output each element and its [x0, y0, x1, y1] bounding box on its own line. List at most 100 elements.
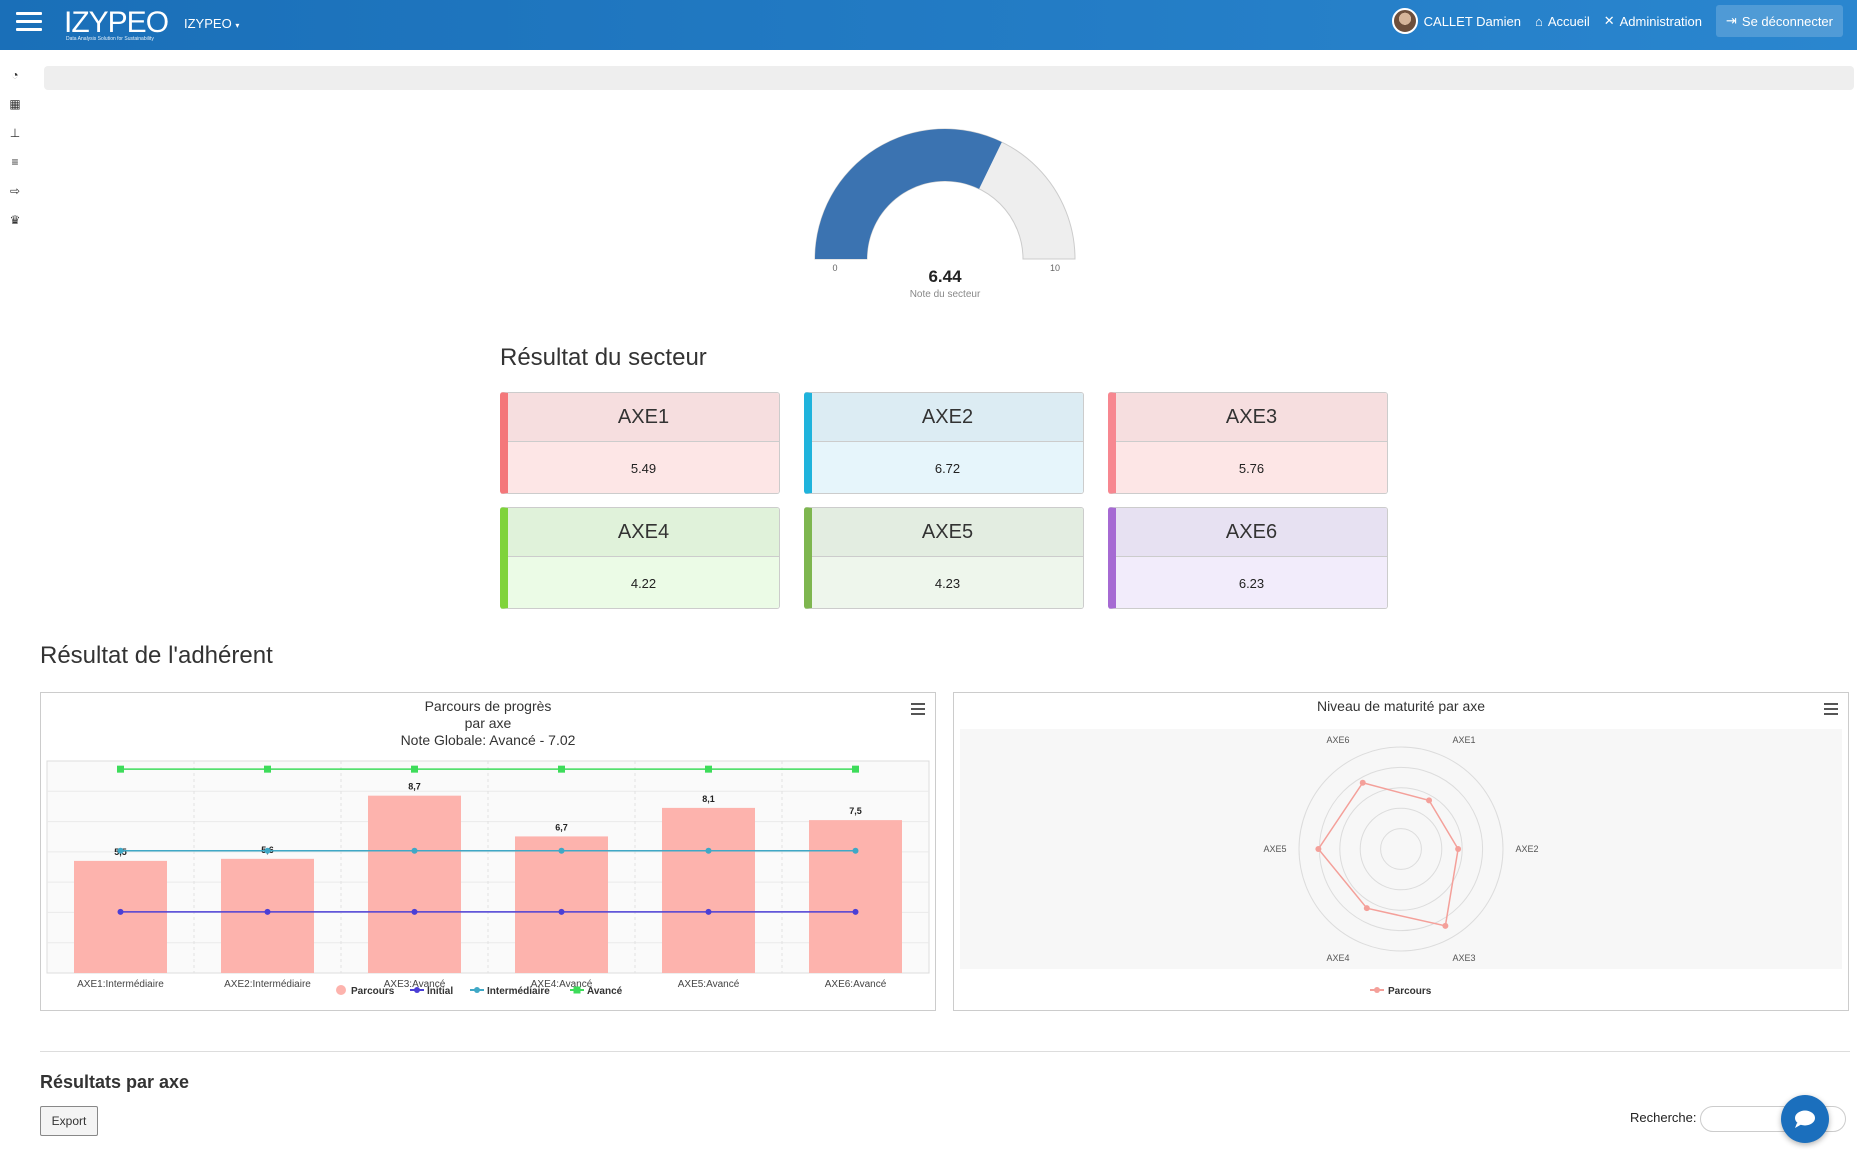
x-tick-label: AXE5:Avancé: [678, 979, 740, 990]
x-tick-label: AXE6:Avancé: [825, 979, 887, 990]
sidebar: ◔ ▦ ⊥ ≡ ⇨ ♛: [8, 68, 24, 242]
axe-card-title: AXE6: [1116, 508, 1387, 557]
chart-title: Niveau de maturité par axe: [1317, 698, 1485, 714]
legend-symbol: [336, 985, 346, 995]
series-point: [559, 909, 565, 915]
export-button[interactable]: Export: [40, 1106, 98, 1136]
legend-symbol: [574, 987, 581, 994]
results-title: Résultats par axe: [40, 1072, 189, 1093]
hamburger-menu-icon[interactable]: [16, 12, 42, 34]
bar: [515, 836, 608, 973]
axe-card-title: AXE1: [508, 393, 779, 442]
data-label: 8,1: [702, 794, 715, 804]
chart-subtitle: par axe: [465, 715, 512, 731]
logout-button[interactable]: ⇥ Se déconnecter: [1716, 5, 1843, 37]
export-icon[interactable]: ⇨: [8, 184, 22, 198]
legend-label: Parcours: [351, 986, 395, 997]
series-point: [117, 766, 124, 773]
user-profile-link[interactable]: CALLET Damien: [1392, 8, 1521, 34]
chart-legend: Parcours: [1370, 986, 1432, 997]
legend-symbol: [474, 987, 480, 993]
axe-card: AXE4 4.22: [500, 507, 780, 609]
home-link[interactable]: ⌂ Accueil: [1535, 14, 1590, 29]
axe-card-title: AXE5: [812, 508, 1083, 557]
list-icon[interactable]: ≡: [8, 155, 22, 169]
radar-axis-label: AXE4: [1326, 953, 1349, 963]
trophy-icon[interactable]: ♛: [8, 213, 22, 227]
axe-card: AXE6 6.23: [1108, 507, 1388, 609]
gauge-max-label: 10: [1050, 263, 1060, 273]
axe-card-value: 5.76: [1116, 442, 1387, 494]
member-title: Résultat de l'adhérent: [40, 642, 273, 670]
axe-card-title: AXE4: [508, 508, 779, 557]
brand-dropdown-label: IZYPEO: [184, 16, 232, 31]
chat-bubble-icon: [1794, 1109, 1816, 1129]
chart-menu-icon[interactable]: [1824, 703, 1838, 718]
top-navbar: IZYPEO Data Analysis Solution for Sustai…: [0, 0, 1857, 50]
data-label: 8,7: [408, 782, 421, 792]
chart-subtitle: Note Globale: Avancé - 7.02: [401, 732, 576, 748]
axe-card: AXE2 6.72: [804, 392, 1084, 494]
radar-point: [1442, 923, 1448, 929]
axe-card-title: AXE3: [1116, 393, 1387, 442]
series-point: [118, 848, 124, 854]
maturity-chart-svg: Niveau de maturité par axe AXE1 AXE2 AXE3 A…: [954, 693, 1848, 1010]
series-point: [412, 848, 418, 854]
plot-area: AXE1 AXE2 AXE3 AXE4 AXE5 AXE6: [960, 729, 1842, 969]
sector-title: Résultat du secteur: [500, 344, 707, 372]
series-point: [706, 909, 712, 915]
logo[interactable]: IZYPEO Data Analysis Solution for Sustai…: [64, 6, 168, 40]
axe-card: AXE5 4.23: [804, 507, 1084, 609]
radar-point: [1360, 780, 1366, 786]
radar-axis-label: AXE6: [1326, 735, 1349, 745]
chat-button[interactable]: [1781, 1095, 1829, 1143]
bar: [809, 820, 902, 973]
avatar: [1392, 8, 1418, 34]
bar: [368, 796, 461, 973]
home-link-label: Accueil: [1548, 14, 1590, 29]
axe-card-title: AXE2: [812, 393, 1083, 442]
radar-axis-label: AXE2: [1515, 844, 1538, 854]
axe-card: AXE1 5.49: [500, 392, 780, 494]
brand-dropdown[interactable]: IZYPEO ▾: [184, 16, 239, 31]
administration-link-label: Administration: [1620, 14, 1702, 29]
x-tick-label: AXE2:Intermédiaire: [224, 979, 311, 990]
x-tick-label: AXE1:Intermédiaire: [77, 979, 164, 990]
tools-icon: ✕: [1604, 13, 1615, 29]
search-label: Recherche:: [1630, 1110, 1696, 1125]
series-point: [265, 909, 271, 915]
progress-chart: Parcours de progrès par axe Note Globale…: [40, 692, 936, 1011]
radar-axis-label: AXE3: [1452, 953, 1475, 963]
legend-symbol: [414, 987, 420, 993]
plot-background: [960, 729, 1842, 969]
chart-title: Parcours de progrès: [425, 698, 552, 714]
series-point: [706, 848, 712, 854]
sitemap-icon[interactable]: ⊥: [8, 126, 22, 140]
legend-symbol: [1374, 987, 1380, 993]
bar: [662, 808, 755, 973]
divider: [40, 1051, 1850, 1052]
axe-card-value: 4.23: [812, 557, 1083, 609]
radar-point: [1364, 905, 1370, 911]
series-point: [558, 766, 565, 773]
radar-point: [1315, 846, 1321, 852]
series-point: [853, 848, 859, 854]
axe-card-value: 6.23: [1116, 557, 1387, 609]
gauge-min-label: 0: [832, 263, 837, 273]
radar-axis-label: AXE1: [1452, 735, 1475, 745]
dashboard-icon[interactable]: ◔: [8, 68, 22, 82]
series-point: [412, 909, 418, 915]
series-point: [411, 766, 418, 773]
axe-card-value: 5.49: [508, 442, 779, 494]
user-name: CALLET Damien: [1424, 14, 1521, 29]
administration-link[interactable]: ✕ Administration: [1604, 13, 1702, 29]
breadcrumb: [44, 66, 1854, 90]
gauge-value: 6.44: [928, 267, 962, 286]
bar: [74, 861, 167, 973]
data-label: 7,5: [849, 806, 862, 816]
logout-button-label: Se déconnecter: [1742, 14, 1833, 29]
series-point: [705, 766, 712, 773]
data-label: 6,7: [555, 822, 568, 832]
chart-menu-icon[interactable]: [911, 703, 925, 718]
calculator-icon[interactable]: ▦: [8, 97, 22, 111]
